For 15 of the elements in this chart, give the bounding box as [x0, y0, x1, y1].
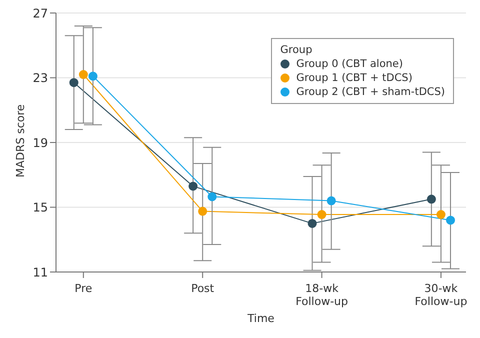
legend-label: Group 1 (CBT + tDCS) — [296, 71, 412, 85]
y-tick-label: 23 — [32, 71, 48, 86]
y-axis-title: MADRS score — [14, 104, 27, 178]
y-tick-label: 11 — [32, 265, 48, 280]
x-tick-label: 18-wk Follow-up — [296, 282, 348, 308]
y-tick-label: 19 — [32, 136, 48, 150]
y-tick-label: 27 — [32, 6, 48, 20]
legend-label: Group 0 (CBT alone) — [296, 57, 403, 71]
x-axis-title: Time — [246, 312, 275, 325]
x-tick-label: Post — [191, 282, 215, 295]
x-tick-label: 30-wk Follow-up — [414, 282, 468, 308]
x-tick-label: Pre — [74, 282, 92, 295]
legend-label: Group 2 (CBT + sham-tDCS) — [296, 85, 445, 99]
y-tick-label: 15 — [32, 200, 48, 215]
legend-title: Group — [280, 43, 314, 57]
